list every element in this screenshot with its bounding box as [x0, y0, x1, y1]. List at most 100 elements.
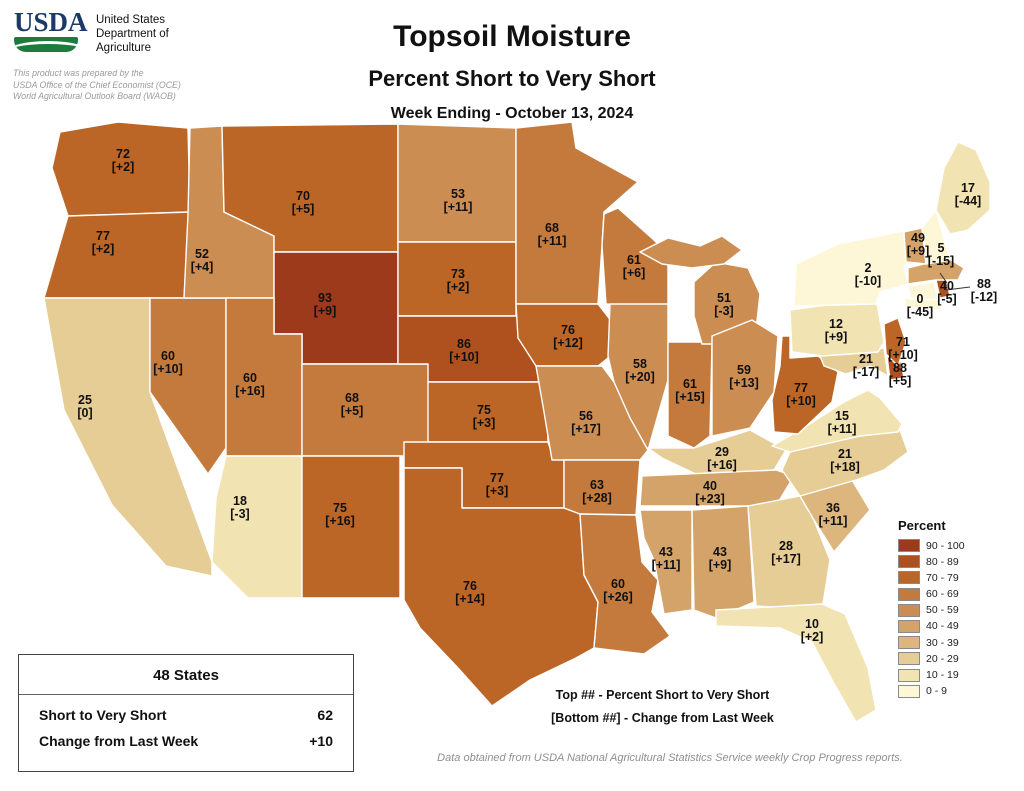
- legend-row: 70 - 79: [898, 571, 1010, 585]
- state-OR: [43, 211, 191, 299]
- state-label-CA: 25 [0]: [77, 393, 92, 420]
- state-label-PA: 12 [+9]: [825, 317, 848, 344]
- state-label-MA: 40 [-5]: [937, 279, 956, 306]
- state-label-IL: 58 [+20]: [625, 357, 655, 384]
- state-label-KS: 75 [+3]: [473, 403, 496, 430]
- state-label-MI: 51 [-3]: [714, 291, 733, 318]
- page-subtitle: Percent Short to Very Short: [368, 66, 656, 91]
- prepared-by-note: This product was prepared by the USDA Of…: [13, 68, 181, 103]
- state-label-TX: 76 [+14]: [455, 579, 485, 606]
- state-label-IA: 76 [+12]: [553, 323, 583, 350]
- state-label-MO: 56 [+17]: [571, 409, 601, 436]
- usda-logo: USDA: [14, 8, 92, 52]
- legend-swatch: [898, 555, 920, 569]
- prepared-by-line: USDA Office of the Chief Economist (OCE): [13, 79, 181, 90]
- state-label-ME: 17 [-44]: [955, 181, 981, 208]
- legend-row: 50 - 59: [898, 603, 1010, 617]
- state-VA: [771, 389, 903, 453]
- state-AZ: [211, 455, 303, 599]
- state-label-NM: 75 [+16]: [325, 501, 355, 528]
- state-label-NE: 86 [+10]: [449, 337, 479, 364]
- data-source-note: Data obtained from USDA National Agricul…: [437, 752, 903, 764]
- summary-box: 48 States Short to Very Short 62 Change …: [18, 654, 354, 772]
- state-label-KY: 29 [+16]: [707, 445, 737, 472]
- legend-row: 40 - 49: [898, 619, 1010, 633]
- legend-range-label: 50 - 59: [926, 604, 959, 617]
- summary-divider: [19, 694, 353, 695]
- legend-swatch: [898, 619, 920, 633]
- state-IL: [607, 303, 669, 451]
- state-label-LA: 60 [+26]: [603, 577, 633, 604]
- legend-rows: 90 - 100 80 - 89 70 - 79 60 - 69 50 - 59 40 -…: [898, 539, 1010, 698]
- legend-range-label: 70 - 79: [926, 571, 959, 584]
- legend-range-label: 80 - 89: [926, 555, 959, 568]
- state-label-NC: 21 [+18]: [830, 447, 860, 474]
- legend-swatch: [898, 539, 920, 552]
- label-leader-line: [945, 286, 971, 291]
- legend-range-label: 20 - 29: [926, 652, 959, 665]
- title-block: Topsoil Moisture Percent Short to Very S…: [262, 20, 762, 123]
- legend-row: 30 - 39: [898, 636, 1010, 650]
- legend-range-label: 90 - 100: [926, 539, 965, 552]
- state-NJ: [883, 317, 907, 367]
- state-label-AR: 63 [+28]: [582, 478, 612, 505]
- state-MI-part: [639, 235, 743, 269]
- label-leader-line: [939, 272, 948, 284]
- state-label-WA: 72 [+2]: [112, 147, 135, 174]
- note-bottom-value: [Bottom ##] - Change from Last Week: [551, 711, 774, 725]
- legend-row: 60 - 69: [898, 587, 1010, 601]
- state-label-FL: 10 [+2]: [801, 617, 824, 644]
- state-label-MN: 68 [+11]: [538, 221, 567, 248]
- state-label-CT: 0 [-45]: [907, 292, 933, 319]
- state-label-AL: 43 [+9]: [709, 545, 732, 572]
- summary-row-label: Short to Very Short: [39, 707, 167, 723]
- state-label-ND: 53 [+11]: [444, 187, 473, 214]
- state-label-CO: 68 [+5]: [341, 391, 364, 418]
- legend-swatch: [898, 652, 920, 666]
- state-FL: [715, 603, 877, 723]
- state-label-NV: 60 [+10]: [153, 349, 183, 376]
- legend-range-label: 30 - 39: [926, 636, 959, 649]
- state-label-TN: 40 [+23]: [695, 479, 725, 506]
- summary-row-value: 62: [317, 707, 333, 723]
- state-NH: [921, 209, 951, 265]
- usda-logo-field-icon: [14, 37, 78, 52]
- summary-row-value: +10: [309, 733, 333, 749]
- map-reading-notes: Top ## - Percent Short to Very Short [Bo…: [495, 684, 830, 730]
- summary-row: Short to Very Short 62: [19, 697, 353, 723]
- state-ND: [397, 123, 517, 243]
- state-label-MD: 21 [-17]: [853, 352, 879, 379]
- agency-name-line: Agriculture: [96, 42, 151, 54]
- legend-range-label: 60 - 69: [926, 588, 959, 601]
- state-label-RI: 88 [-12]: [971, 277, 997, 304]
- legend-range-label: 0 - 9: [926, 685, 948, 698]
- state-label-DE: 88 [+5]: [889, 361, 912, 388]
- state-label-OR: 77 [+2]: [92, 229, 115, 256]
- state-label-MS: 43 [+11]: [652, 545, 681, 572]
- legend-swatch: [898, 636, 920, 650]
- week-ending-label: Week Ending - October 13, 2024: [390, 105, 634, 122]
- legend: Percent 90 - 100 80 - 89 70 - 79 60 - 69 50 …: [898, 518, 1010, 701]
- prepared-by-line: World Agricultural Outlook Board (WAOB): [13, 91, 176, 101]
- legend-swatch: [898, 587, 920, 601]
- state-label-WI: 61 [+6]: [623, 253, 646, 280]
- state-NY-part: [903, 297, 943, 311]
- state-label-NH: 5 [-15]: [928, 241, 954, 268]
- state-ME: [935, 141, 991, 235]
- legend-swatch: [898, 684, 920, 698]
- state-NM: [301, 455, 401, 599]
- legend-swatch: [898, 668, 920, 682]
- state-WI: [601, 207, 669, 309]
- state-label-GA: 28 [+17]: [771, 539, 801, 566]
- state-label-NY: 2 [-10]: [855, 261, 881, 288]
- state-label-VA: 15 [+11]: [828, 409, 857, 436]
- prepared-by-line: This product was prepared by the: [13, 68, 144, 78]
- state-label-VT: 49 [+9]: [907, 231, 930, 258]
- legend-row: 0 - 9: [898, 684, 1010, 698]
- agency-name: United States Department of Agriculture: [96, 13, 169, 55]
- state-label-IN: 61 [+15]: [675, 377, 705, 404]
- state-label-WY: 93 [+9]: [314, 291, 337, 318]
- legend-row: 80 - 89: [898, 555, 1010, 569]
